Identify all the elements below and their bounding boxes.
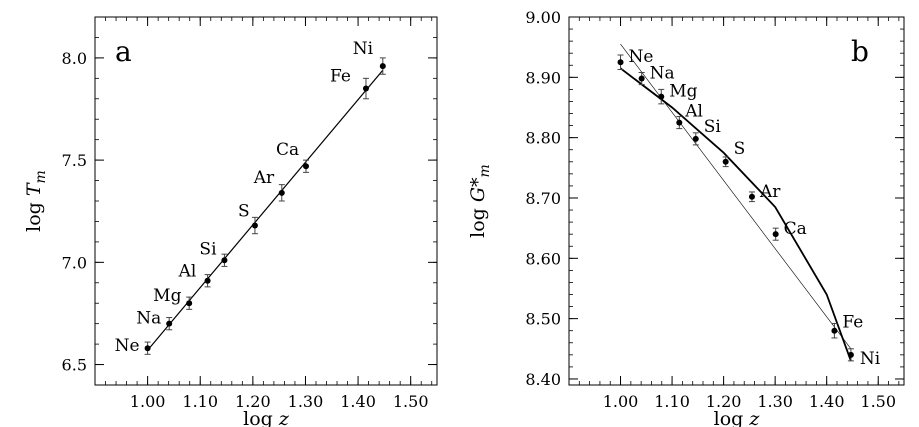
data-label: S [238, 202, 250, 222]
data-point [144, 345, 151, 352]
data-point [166, 320, 173, 327]
x-tick-label: 1.00 [130, 392, 166, 411]
y-tick-label: 8.40 [525, 370, 561, 389]
x-tick-label: 1.20 [235, 392, 271, 411]
data-label: Ni [353, 39, 374, 59]
data-label: Fe [842, 313, 863, 333]
y-tick-label: 8.60 [525, 249, 561, 268]
data-point [186, 300, 193, 307]
data-point [692, 135, 699, 142]
fit-line [619, 67, 852, 362]
y-tick-label: 8.70 [525, 189, 561, 208]
data-label: Na [136, 309, 161, 329]
data-point [748, 193, 755, 200]
fit-line [620, 43, 852, 349]
plot-frame [568, 16, 905, 386]
x-tick-label: 1.10 [654, 392, 690, 411]
data-label: Mg [153, 286, 181, 306]
data-label: Al [178, 262, 197, 282]
data-point [302, 163, 309, 170]
data-point [658, 93, 665, 100]
data-point [221, 257, 228, 264]
x-tick-label: 1.30 [288, 392, 324, 411]
data-label: Si [704, 117, 722, 137]
data-point [617, 59, 624, 66]
y-tick-label: 8.0 [62, 49, 87, 68]
data-point [722, 158, 729, 165]
data-label: Ca [276, 140, 299, 160]
data-point [204, 277, 211, 284]
x-tick-label: 1.50 [393, 392, 429, 411]
data-label: Ni [860, 349, 881, 369]
data-label: Ar [253, 168, 275, 188]
x-tick-label: 1.50 [860, 392, 896, 411]
fit-line [147, 69, 384, 351]
data-label: Mg [669, 82, 697, 102]
y-tick-label: 8.50 [525, 310, 561, 329]
data-point [831, 327, 838, 334]
x-tick-label: 1.40 [340, 392, 376, 411]
panel-letter: b [851, 35, 869, 68]
data-point [847, 351, 854, 358]
data-label: S [734, 139, 746, 159]
x-tick-label: 1.10 [182, 392, 218, 411]
y-axis-label: log Tm [23, 170, 49, 232]
data-point [379, 63, 386, 70]
data-point [772, 231, 779, 238]
x-axis-label: log z [243, 408, 290, 427]
data-label: Ar [759, 182, 781, 202]
data-label: Al [684, 102, 703, 122]
x-tick-label: 1.40 [809, 392, 845, 411]
chart-panel-b: 1.00 1.10 1.20 1.30 1.40 1.50 8.40 8.50 8.60 8.70… [467, 8, 905, 427]
chart-panel-a: 1.00 1.10 1.20 1.30 1.40 1.50 6.5 7.0 7.5 8.0 log … [23, 16, 438, 427]
data-label: Fe [330, 67, 351, 87]
plot-frame [94, 16, 438, 386]
data-point [676, 119, 683, 126]
x-tick-label: 1.30 [757, 392, 793, 411]
data-point [362, 85, 369, 92]
x-tick-label: 1.00 [603, 392, 639, 411]
data-label: Ne [629, 47, 654, 67]
data-point [638, 75, 645, 82]
data-point [251, 222, 258, 229]
y-tick-label: 8.80 [525, 129, 561, 148]
data-label: Si [199, 239, 217, 259]
y-tick-label: 9.00 [525, 8, 561, 27]
x-axis-label: log z [714, 408, 761, 427]
y-tick-label: 8.90 [525, 68, 561, 87]
y-tick-label: 7.0 [62, 253, 87, 272]
x-tick-label: 1.20 [706, 392, 742, 411]
panel-letter: a [115, 35, 132, 68]
y-tick-label: 6.5 [62, 356, 87, 375]
data-label: Ne [115, 336, 140, 356]
y-axis-label: log G*m [467, 164, 493, 238]
data-label: Ca [784, 219, 807, 239]
data-point [278, 189, 285, 196]
data-label: Na [650, 64, 675, 84]
y-tick-label: 7.5 [62, 151, 87, 170]
